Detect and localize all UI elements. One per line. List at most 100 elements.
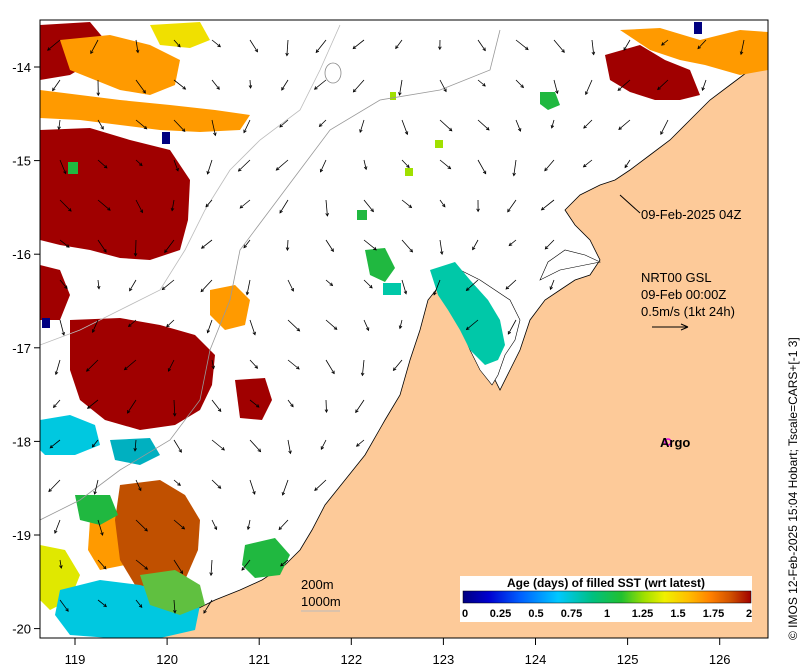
current-arrowhead — [246, 526, 251, 531]
current-arrow — [247, 519, 251, 530]
current-arrowhead — [443, 88, 447, 93]
colorbar-gradient — [462, 590, 752, 604]
current-arrowhead — [448, 127, 453, 132]
current-arrowhead — [617, 87, 622, 91]
current-arrow — [59, 599, 69, 612]
current-arrow — [505, 279, 517, 290]
colorbar-tick-label: 0.75 — [561, 608, 582, 620]
contour-200m — [40, 29, 501, 521]
current-arrow — [135, 479, 142, 491]
current-arrowhead — [290, 287, 294, 292]
current-arrowhead — [123, 366, 128, 371]
current-arrowhead — [100, 126, 104, 130]
current-arrowhead — [524, 46, 529, 51]
plot-border — [39, 19, 769, 639]
colorbar-tick-label: 0.5 — [528, 608, 543, 620]
current-arrow — [363, 199, 374, 212]
current-arrowhead — [355, 443, 360, 447]
current-arrowhead — [550, 124, 555, 129]
current-arrow — [249, 479, 256, 495]
current-arrowhead — [213, 132, 217, 137]
sst-patch-darkred-5 — [40, 265, 70, 320]
current-arrow — [314, 79, 327, 90]
current-arrowhead — [96, 92, 100, 97]
current-arrow — [395, 39, 403, 49]
current-arrow — [401, 239, 413, 253]
current-arrowhead — [438, 46, 442, 51]
current-arrow — [249, 359, 258, 369]
current-arrow — [243, 119, 251, 133]
current-arrow — [53, 399, 61, 408]
current-arrowhead — [549, 286, 553, 291]
current-arrow — [49, 439, 61, 449]
sst-patch-green-2 — [365, 248, 395, 282]
current-arrowhead — [285, 247, 290, 252]
current-arrowhead — [138, 487, 142, 492]
current-arrowhead — [52, 87, 56, 92]
current-arrow — [210, 559, 213, 576]
current-arrow — [280, 559, 289, 567]
argo-marker-icon — [664, 438, 672, 446]
current-arrowhead — [476, 208, 480, 213]
current-arrowhead — [583, 125, 587, 129]
current-arrowhead — [178, 449, 182, 453]
current-arrowhead — [64, 285, 68, 290]
current-arrow — [135, 39, 139, 53]
current-arrow — [279, 199, 289, 214]
current-arrowhead — [133, 253, 138, 257]
y-axis: -14 -15 -16 -17 -18 -19 -20 — [12, 60, 40, 637]
current-arrowhead — [167, 368, 172, 372]
current-arrowhead — [133, 448, 137, 452]
y-tick-label: -16 — [12, 247, 31, 262]
current-arrowhead — [290, 403, 294, 408]
current-arrowhead — [91, 443, 96, 448]
current-arrowhead — [618, 126, 622, 130]
current-arrow — [472, 239, 479, 250]
current-arrowhead — [85, 368, 90, 372]
sst-patch-cyan-w — [40, 415, 100, 455]
current-arrow — [286, 39, 289, 56]
sst-dot-navy-3 — [694, 22, 702, 34]
current-arrowhead — [107, 207, 111, 211]
current-arrow — [97, 559, 107, 570]
current-arrow — [287, 439, 291, 454]
current-arrow — [211, 119, 216, 136]
current-arrowhead — [254, 365, 259, 369]
current-arrowhead — [582, 163, 587, 168]
current-arrow — [239, 199, 251, 209]
current-vectors — [47, 39, 745, 614]
x-tick-label: 121 — [248, 652, 270, 667]
current-arrow — [249, 39, 258, 53]
sst-patch-brown — [115, 480, 200, 592]
current-arrow — [320, 439, 327, 450]
current-arrowhead — [239, 205, 244, 209]
current-arrow — [211, 39, 221, 48]
current-arrow — [623, 39, 631, 51]
current-arrowhead — [280, 562, 284, 567]
current-arrow — [249, 399, 260, 408]
current-arrow — [211, 79, 220, 90]
current-arrowhead — [206, 170, 210, 175]
current-arrowhead — [248, 85, 253, 89]
gulf-water-2 — [539, 249, 601, 281]
current-arrowhead — [279, 209, 283, 214]
current-arrowhead — [92, 329, 96, 333]
sst-patch-green-3 — [540, 92, 560, 110]
current-arrow — [86, 359, 99, 372]
current-arrow — [477, 79, 486, 87]
current-arrowhead — [398, 325, 403, 330]
y-tick-label: -19 — [12, 528, 31, 543]
current-arrowhead — [482, 47, 486, 52]
current-arrow — [173, 599, 176, 613]
colorbar: Age (days) of filled SST (wrt latest) 0 0… — [460, 576, 752, 622]
sst-patch-green-4 — [75, 495, 118, 525]
x-tick-label: 123 — [433, 652, 455, 667]
current-arrowhead — [127, 409, 131, 414]
sst-patch-darkred-4 — [605, 45, 700, 100]
current-arrowhead — [278, 526, 283, 531]
sst-dot-lime-3 — [390, 92, 396, 100]
current-arrow — [201, 239, 213, 249]
current-arrowhead — [182, 86, 187, 90]
current-arrowhead — [369, 284, 373, 289]
current-arrow — [363, 159, 367, 170]
